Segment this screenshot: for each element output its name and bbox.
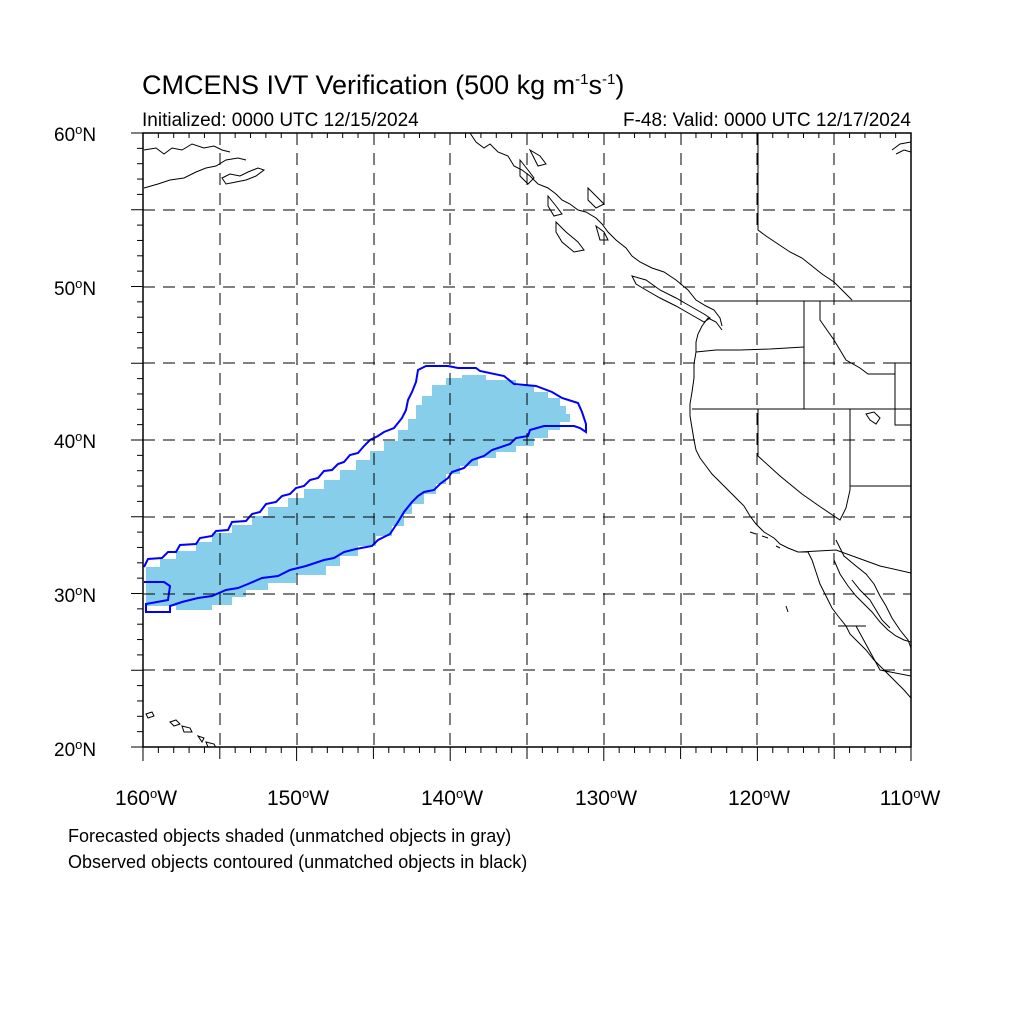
border-mt-wy [894, 362, 911, 426]
lon-label-150w: 150oW [266, 786, 330, 810]
init-time-label: Initialized: 0000 UTC 12/15/2024 [142, 110, 419, 131]
great-salt-lake [865, 411, 881, 425]
lon-label-140w: 140oW [420, 786, 484, 810]
coastline-alaska-far-east [891, 141, 911, 155]
forecast-object [146, 375, 570, 610]
gridlines [143, 133, 911, 747]
coastline-hawaii [145, 711, 217, 747]
map-title: CMCENS IVT Verification (500 kg m-1s-1) [142, 70, 625, 100]
lon-label-130w: 130oW [574, 786, 638, 810]
lat-label-50: 50oN [54, 276, 97, 300]
coastline-us-west [689, 317, 911, 699]
coastline-alaska-southwest [143, 143, 247, 189]
footnote-observed: Observed objects contoured (unmatched ob… [68, 852, 528, 872]
border-wa-or [695, 346, 805, 353]
valid-time-label: F-48: Valid: 0000 UTC 12/17/2024 [623, 110, 911, 131]
observed-object-contour [143, 365, 587, 613]
coastline-ak-islands [519, 148, 609, 253]
lon-label-160w: 160oW [114, 786, 178, 810]
border-ca-nv [757, 409, 851, 521]
coastline-channel-islands [749, 531, 789, 613]
lat-label-60: 60oN [54, 122, 97, 146]
footnote-forecast: Forecasted objects shaded (unmatched obj… [68, 826, 512, 846]
coastline-vancouver-island [631, 275, 711, 323]
lon-label-110w: 110oW [879, 786, 941, 810]
axis-ticks [131, 132, 912, 761]
coastline-alaska-bc [469, 133, 723, 327]
lat-label-20: 20oN [54, 737, 97, 761]
border-canada-east [757, 133, 853, 301]
coastline-baja-gulf [833, 559, 911, 643]
border-us-mexico [799, 549, 911, 574]
lat-label-40: 40oN [54, 429, 97, 453]
coastline-kodiak [221, 167, 266, 185]
border-mexico-states [838, 625, 911, 677]
lat-label-30: 30oN [54, 583, 97, 607]
border-idaho [803, 301, 895, 409]
lon-label-120w: 120oW [727, 786, 791, 810]
coastline-mexico [835, 539, 911, 649]
